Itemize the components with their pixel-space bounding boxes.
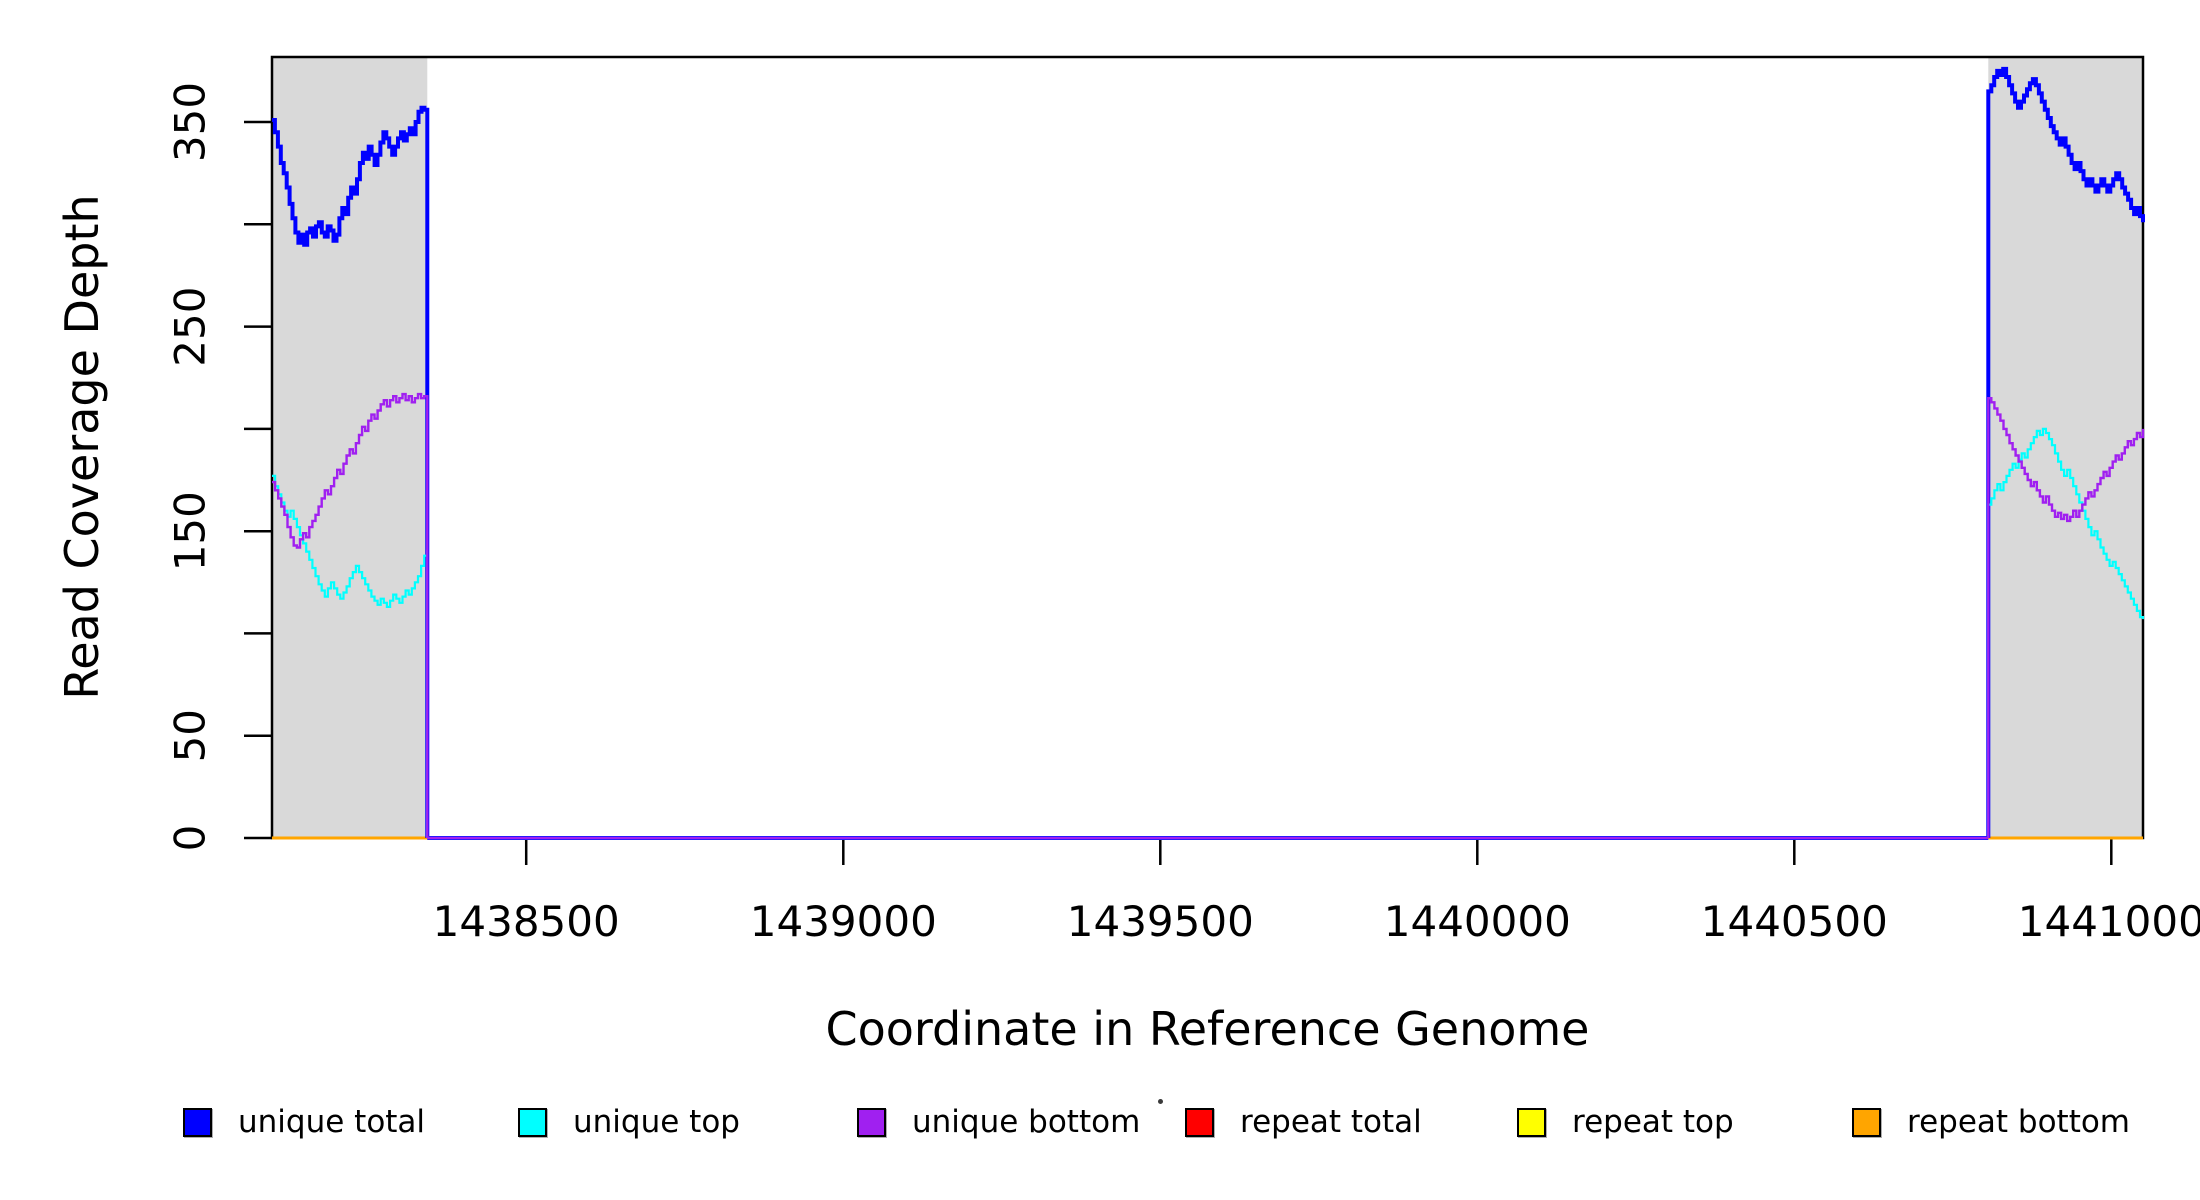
y-tick-label: 150 [166,491,215,571]
legend-swatch-unique-top [518,1107,547,1137]
x-tick-label: 1439500 [1067,897,1254,946]
x-axis-title: Coordinate in Reference Genome [825,1002,1590,1056]
y-tick-label: 50 [166,709,215,762]
legend-label: repeat top [1572,1104,1734,1140]
legend-swatch-unique-bottom [857,1107,886,1137]
series-unique-bottom-seg2 [1987,397,2145,838]
y-tick-label: 0 [166,825,215,852]
series-unique-top-seg0 [272,474,429,838]
legend-item-repeat-bottom: repeat bottom [1852,1104,2130,1140]
series-unique-bottom-seg0 [272,392,429,838]
legend-label: repeat bottom [1907,1104,2131,1140]
y-axis-title: Read Coverage Depth [55,194,109,700]
legend-item-repeat-total: repeat total [1185,1104,1422,1140]
x-tick-label: 1440500 [1701,897,1888,946]
stray-dot-artifact [1158,1099,1163,1104]
series-unique-top-seg2 [1987,427,2145,838]
legend-label: unique bottom [912,1104,1141,1140]
series-unique-total-seg2 [1986,66,2145,838]
legend-item-unique-bottom: unique bottom [857,1104,1140,1140]
plot-border [270,55,2145,840]
x-tick-label: 1438500 [433,897,620,946]
legend-swatch-repeat-top [1517,1107,1546,1137]
x-tick-label: 1441000 [2018,897,2200,946]
legend-item-repeat-top: repeat top [1517,1104,1734,1140]
legend-swatch-repeat-total [1185,1107,1214,1137]
legend-swatch-repeat-bottom [1852,1107,1881,1137]
shaded-region-left-flank [272,57,428,838]
coverage-plot: 1438500 1439000 1439500 1440000 1440500 14410… [166,55,2200,946]
legend-swatch-unique-total [183,1107,212,1137]
x-tick-label: 1439000 [750,897,937,946]
shaded-region-right-flank [1988,57,2143,838]
legend-item-unique-total: unique total [183,1104,425,1140]
x-tick-label: 1440000 [1384,897,1571,946]
series-unique-total-seg0 [272,105,430,838]
legend-label: unique top [573,1104,740,1140]
legend-item-unique-top: unique top [518,1104,740,1140]
legend-label: unique total [238,1104,426,1140]
y-tick-label: 350 [166,82,215,162]
legend-label: repeat total [1240,1104,1422,1140]
y-tick-label: 250 [166,287,215,367]
